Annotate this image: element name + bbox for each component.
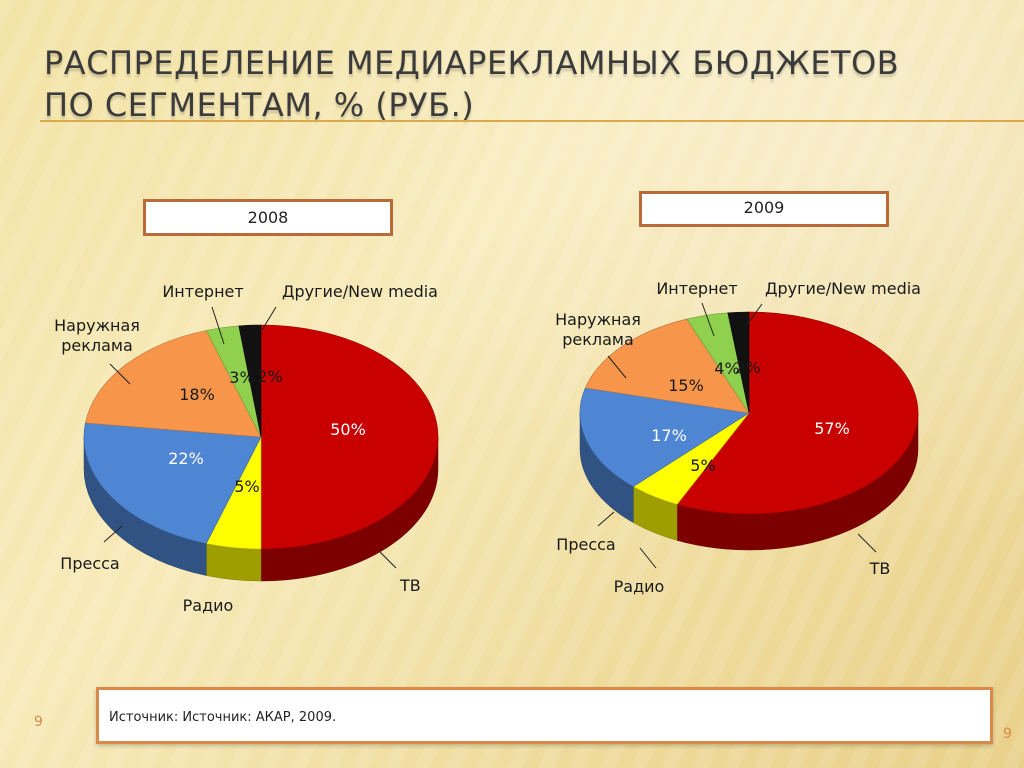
slice-press <box>83 422 262 544</box>
source-box: Источник: Источник: АКАР, 2009. <box>96 687 993 744</box>
leader-line-outdoor <box>607 355 627 379</box>
data-label-internet: 3% <box>229 368 254 387</box>
data-label-press: 17% <box>651 426 687 445</box>
data-label-outdoor: 15% <box>668 376 704 395</box>
year-label-2008: 2008 <box>143 199 393 236</box>
category-label-press: Пресса <box>60 554 119 573</box>
category-label-outdoor: Наружная реклама <box>555 310 641 349</box>
leader-line-other <box>745 303 763 327</box>
leader-line-other <box>261 306 277 331</box>
category-label-radio: Радио <box>183 596 234 615</box>
category-label-other: Другие/New media <box>282 282 438 301</box>
leader-line-press <box>103 525 123 543</box>
slice-press <box>579 387 750 487</box>
leader-line-internet <box>701 302 715 337</box>
data-label-other: 2% <box>735 358 760 377</box>
category-label-outdoor: Наружная реклама <box>54 316 140 355</box>
data-label-radio: 5% <box>234 477 259 496</box>
leader-line-outdoor <box>109 363 131 385</box>
data-label-other: 2% <box>257 367 282 386</box>
data-label-outdoor: 18% <box>179 385 215 404</box>
leader-line-internet <box>211 306 225 345</box>
title-divider <box>40 120 1024 122</box>
category-label-tv: ТВ <box>869 559 891 578</box>
category-label-radio: Радио <box>614 577 665 596</box>
leader-line-tv <box>379 551 397 569</box>
leader-line-radio <box>639 547 657 569</box>
page-number-right: 9 <box>1003 726 1012 742</box>
data-label-press: 22% <box>168 449 204 468</box>
data-label-tv: 57% <box>814 419 850 438</box>
pie-chart-2008: ТВ Радио Пресса Наружная реклама Интернет Друг… <box>54 282 439 615</box>
slide-title: Распределение медиарекламных бюджетов по… <box>44 44 900 124</box>
year-label-2009: 2009 <box>639 191 889 227</box>
slice-tv <box>676 311 919 515</box>
data-label-radio: 5% <box>690 456 715 475</box>
leader-line-press <box>597 511 615 527</box>
leader-line-tv <box>857 533 877 553</box>
slice-other <box>238 324 262 438</box>
slice-outdoor <box>584 318 750 414</box>
category-label-tv: ТВ <box>399 576 421 595</box>
pie-chart-2009: ТВ Радио Пресса Наружная реклама Интернет Друг… <box>555 279 921 596</box>
data-label-internet: 4% <box>714 359 739 378</box>
data-label-tv: 50% <box>330 420 366 439</box>
slice-outdoor <box>85 330 262 438</box>
slice-other <box>727 311 750 414</box>
category-label-internet: Интернет <box>162 282 243 301</box>
category-label-other: Другие/New media <box>765 279 921 298</box>
source-text: Источник: Источник: АКАР, 2009. <box>109 710 337 725</box>
category-label-press: Пресса <box>556 535 615 554</box>
page-number-left: 9 <box>34 714 43 730</box>
category-label-internet: Интернет <box>656 279 737 298</box>
slice-tv <box>260 324 439 550</box>
